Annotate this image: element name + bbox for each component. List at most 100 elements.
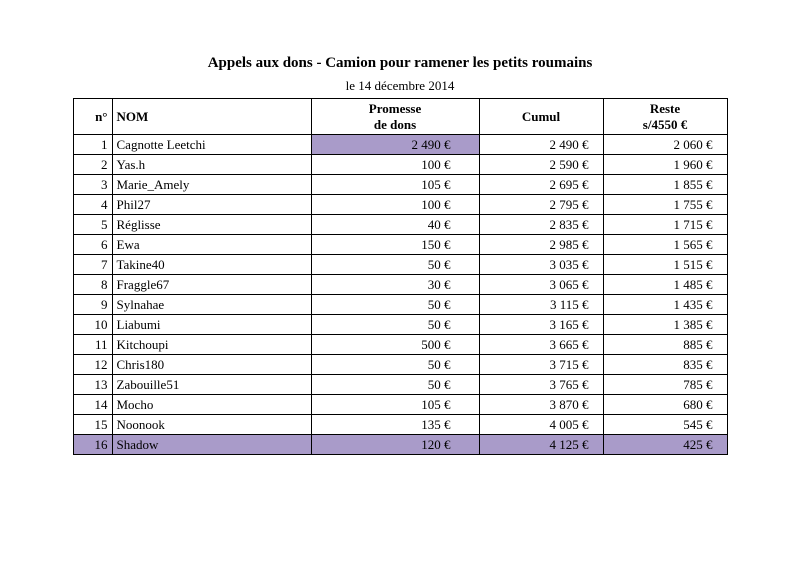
cell-nom: Kitchoupi	[112, 335, 311, 355]
cell-reste: 1 385 €	[603, 315, 727, 335]
table-row: 16Shadow120 €4 125 €425 €	[73, 435, 727, 455]
cell-reste: 1 715 €	[603, 215, 727, 235]
cell-cumul: 4 125 €	[479, 435, 603, 455]
table-row: 13Zabouille5150 €3 765 €785 €	[73, 375, 727, 395]
cell-n: 7	[73, 255, 112, 275]
cell-n: 11	[73, 335, 112, 355]
table-row: 6Ewa150 €2 985 €1 565 €	[73, 235, 727, 255]
cell-nom: Cagnotte Leetchi	[112, 135, 311, 155]
table-row: 9Sylnahae50 €3 115 €1 435 €	[73, 295, 727, 315]
cell-nom: Ewa	[112, 235, 311, 255]
cell-n: 6	[73, 235, 112, 255]
cell-reste: 425 €	[603, 435, 727, 455]
cell-cumul: 2 835 €	[479, 215, 603, 235]
cell-promesse: 105 €	[311, 175, 479, 195]
cell-cumul: 3 870 €	[479, 395, 603, 415]
cell-n: 1	[73, 135, 112, 155]
cell-reste: 1 755 €	[603, 195, 727, 215]
cell-reste: 1 960 €	[603, 155, 727, 175]
cell-promesse: 50 €	[311, 375, 479, 395]
cell-promesse: 50 €	[311, 315, 479, 335]
cell-reste: 1 855 €	[603, 175, 727, 195]
page-title: Appels aux dons - Camion pour ramener le…	[0, 0, 800, 72]
table-row: 14Mocho105 €3 870 €680 €	[73, 395, 727, 415]
table-row: 11Kitchoupi500 €3 665 €885 €	[73, 335, 727, 355]
cell-reste: 1 485 €	[603, 275, 727, 295]
cell-n: 3	[73, 175, 112, 195]
cell-n: 8	[73, 275, 112, 295]
cell-nom: Marie_Amely	[112, 175, 311, 195]
cell-n: 5	[73, 215, 112, 235]
cell-n: 16	[73, 435, 112, 455]
cell-cumul: 2 695 €	[479, 175, 603, 195]
cell-promesse: 50 €	[311, 255, 479, 275]
cell-reste: 545 €	[603, 415, 727, 435]
page-date: le 14 décembre 2014	[0, 78, 800, 94]
cell-promesse: 50 €	[311, 295, 479, 315]
cell-promesse: 120 €	[311, 435, 479, 455]
col-header-nom: NOM	[112, 99, 311, 135]
cell-cumul: 3 165 €	[479, 315, 603, 335]
document-page: Appels aux dons - Camion pour ramener le…	[0, 0, 800, 565]
cell-cumul: 2 985 €	[479, 235, 603, 255]
cell-reste: 1 565 €	[603, 235, 727, 255]
cell-promesse: 100 €	[311, 195, 479, 215]
table-row: 7Takine4050 €3 035 €1 515 €	[73, 255, 727, 275]
cell-reste: 680 €	[603, 395, 727, 415]
cell-promesse: 100 €	[311, 155, 479, 175]
cell-reste: 1 435 €	[603, 295, 727, 315]
col-header-reste-l2: s/4550 €	[643, 117, 687, 132]
cell-reste: 1 515 €	[603, 255, 727, 275]
table-row: 1Cagnotte Leetchi2 490 €2 490 €2 060 €	[73, 135, 727, 155]
col-header-reste: Reste s/4550 €	[603, 99, 727, 135]
donations-table: n° NOM Promesse de dons Cumul Reste s/45…	[73, 98, 728, 455]
cell-cumul: 3 065 €	[479, 275, 603, 295]
cell-cumul: 3 115 €	[479, 295, 603, 315]
cell-nom: Chris180	[112, 355, 311, 375]
cell-promesse: 105 €	[311, 395, 479, 415]
col-header-promesse: Promesse de dons	[311, 99, 479, 135]
cell-reste: 835 €	[603, 355, 727, 375]
cell-n: 10	[73, 315, 112, 335]
cell-cumul: 3 035 €	[479, 255, 603, 275]
cell-nom: Shadow	[112, 435, 311, 455]
cell-promesse: 150 €	[311, 235, 479, 255]
cell-n: 4	[73, 195, 112, 215]
cell-reste: 2 060 €	[603, 135, 727, 155]
col-header-cumul: Cumul	[479, 99, 603, 135]
table-row: 2Yas.h100 €2 590 €1 960 €	[73, 155, 727, 175]
cell-cumul: 4 005 €	[479, 415, 603, 435]
table-body: 1Cagnotte Leetchi2 490 €2 490 €2 060 €2Y…	[73, 135, 727, 455]
table-row: 15Noonook135 €4 005 €545 €	[73, 415, 727, 435]
cell-promesse: 50 €	[311, 355, 479, 375]
table-header-row: n° NOM Promesse de dons Cumul Reste s/45…	[73, 99, 727, 135]
cell-nom: Mocho	[112, 395, 311, 415]
cell-nom: Sylnahae	[112, 295, 311, 315]
table-row: 12Chris18050 €3 715 €835 €	[73, 355, 727, 375]
cell-reste: 785 €	[603, 375, 727, 395]
cell-n: 12	[73, 355, 112, 375]
cell-nom: Noonook	[112, 415, 311, 435]
table-row: 8Fraggle6730 €3 065 €1 485 €	[73, 275, 727, 295]
col-header-promesse-l2: de dons	[374, 117, 416, 132]
cell-nom: Phil27	[112, 195, 311, 215]
cell-n: 14	[73, 395, 112, 415]
cell-promesse: 135 €	[311, 415, 479, 435]
cell-cumul: 2 795 €	[479, 195, 603, 215]
cell-cumul: 3 715 €	[479, 355, 603, 375]
cell-reste: 885 €	[603, 335, 727, 355]
cell-nom: Réglisse	[112, 215, 311, 235]
cell-promesse: 500 €	[311, 335, 479, 355]
cell-nom: Yas.h	[112, 155, 311, 175]
cell-promesse: 40 €	[311, 215, 479, 235]
cell-n: 13	[73, 375, 112, 395]
cell-cumul: 2 590 €	[479, 155, 603, 175]
col-header-reste-l1: Reste	[650, 101, 680, 116]
cell-nom: Zabouille51	[112, 375, 311, 395]
table-row: 5Réglisse40 €2 835 €1 715 €	[73, 215, 727, 235]
col-header-n: n°	[73, 99, 112, 135]
cell-nom: Takine40	[112, 255, 311, 275]
cell-cumul: 3 765 €	[479, 375, 603, 395]
table-row: 10Liabumi50 €3 165 €1 385 €	[73, 315, 727, 335]
cell-n: 2	[73, 155, 112, 175]
